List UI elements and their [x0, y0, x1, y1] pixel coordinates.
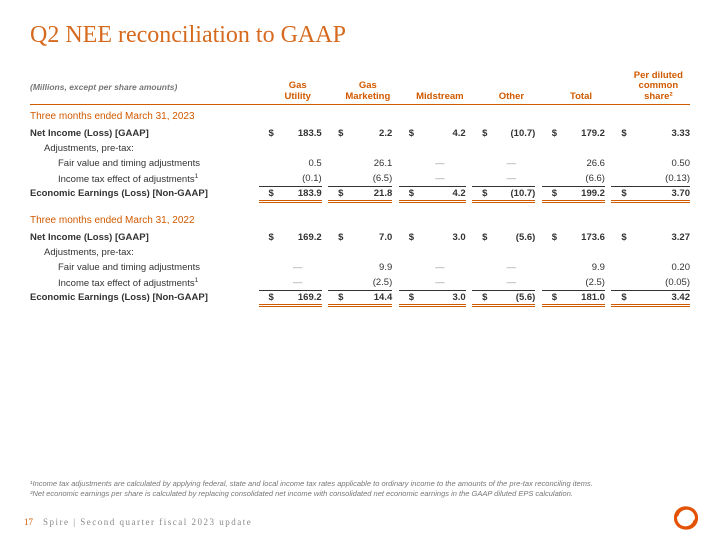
table-header: (Millions, except per share amounts)GasU…	[30, 71, 690, 105]
col-header: Per dilutedcommon share²	[627, 71, 690, 105]
col-header: GasUtility	[274, 71, 322, 105]
footer-text: Spire | Second quarter fiscal 2023 updat…	[43, 517, 252, 527]
page-title: Q2 NEE reconciliation to GAAP	[30, 22, 690, 49]
table-row: Fair value and timing adjustments—9.9——9…	[30, 260, 690, 275]
table-row: Income tax effect of adjustments1(0.1)(6…	[30, 171, 690, 186]
footnote: ¹Income tax adjustments are calculated b…	[30, 479, 690, 488]
footnote: ²Net economic earnings per share is calc…	[30, 489, 690, 498]
table-row: Income tax effect of adjustments1—(2.5)—…	[30, 275, 690, 290]
table-row: Adjustments, pre-tax:	[30, 141, 690, 156]
table-row: Adjustments, pre-tax:	[30, 245, 690, 260]
table-row: Net Income (Loss) [GAAP]$169.2$7.0$3.0$(…	[30, 230, 690, 245]
col-header: Total	[557, 71, 605, 105]
footnotes: ¹Income tax adjustments are calculated b…	[30, 479, 690, 498]
table-row: Net Income (Loss) [GAAP]$183.5$2.2$4.2$(…	[30, 126, 690, 141]
period-label: Three months ended March 31, 2023	[30, 105, 690, 127]
spire-logo-icon	[674, 506, 698, 530]
footer: 17 Spire | Second quarter fiscal 2023 up…	[0, 510, 720, 540]
col-header: GasMarketing	[343, 71, 392, 105]
col-header: Other	[487, 71, 535, 105]
table-row: Economic Earnings (Loss) [Non-GAAP]$183.…	[30, 186, 690, 201]
table-row: Economic Earnings (Loss) [Non-GAAP]$169.…	[30, 290, 690, 305]
period-label: Three months ended March 31, 2022	[30, 209, 690, 230]
page-number: 17	[24, 517, 33, 527]
table-body: Three months ended March 31, 2023Net Inc…	[30, 105, 690, 314]
table-row: Fair value and timing adjustments0.526.1…	[30, 156, 690, 171]
reconciliation-table: (Millions, except per share amounts)GasU…	[30, 71, 690, 313]
col-header: Midstream	[414, 71, 466, 105]
